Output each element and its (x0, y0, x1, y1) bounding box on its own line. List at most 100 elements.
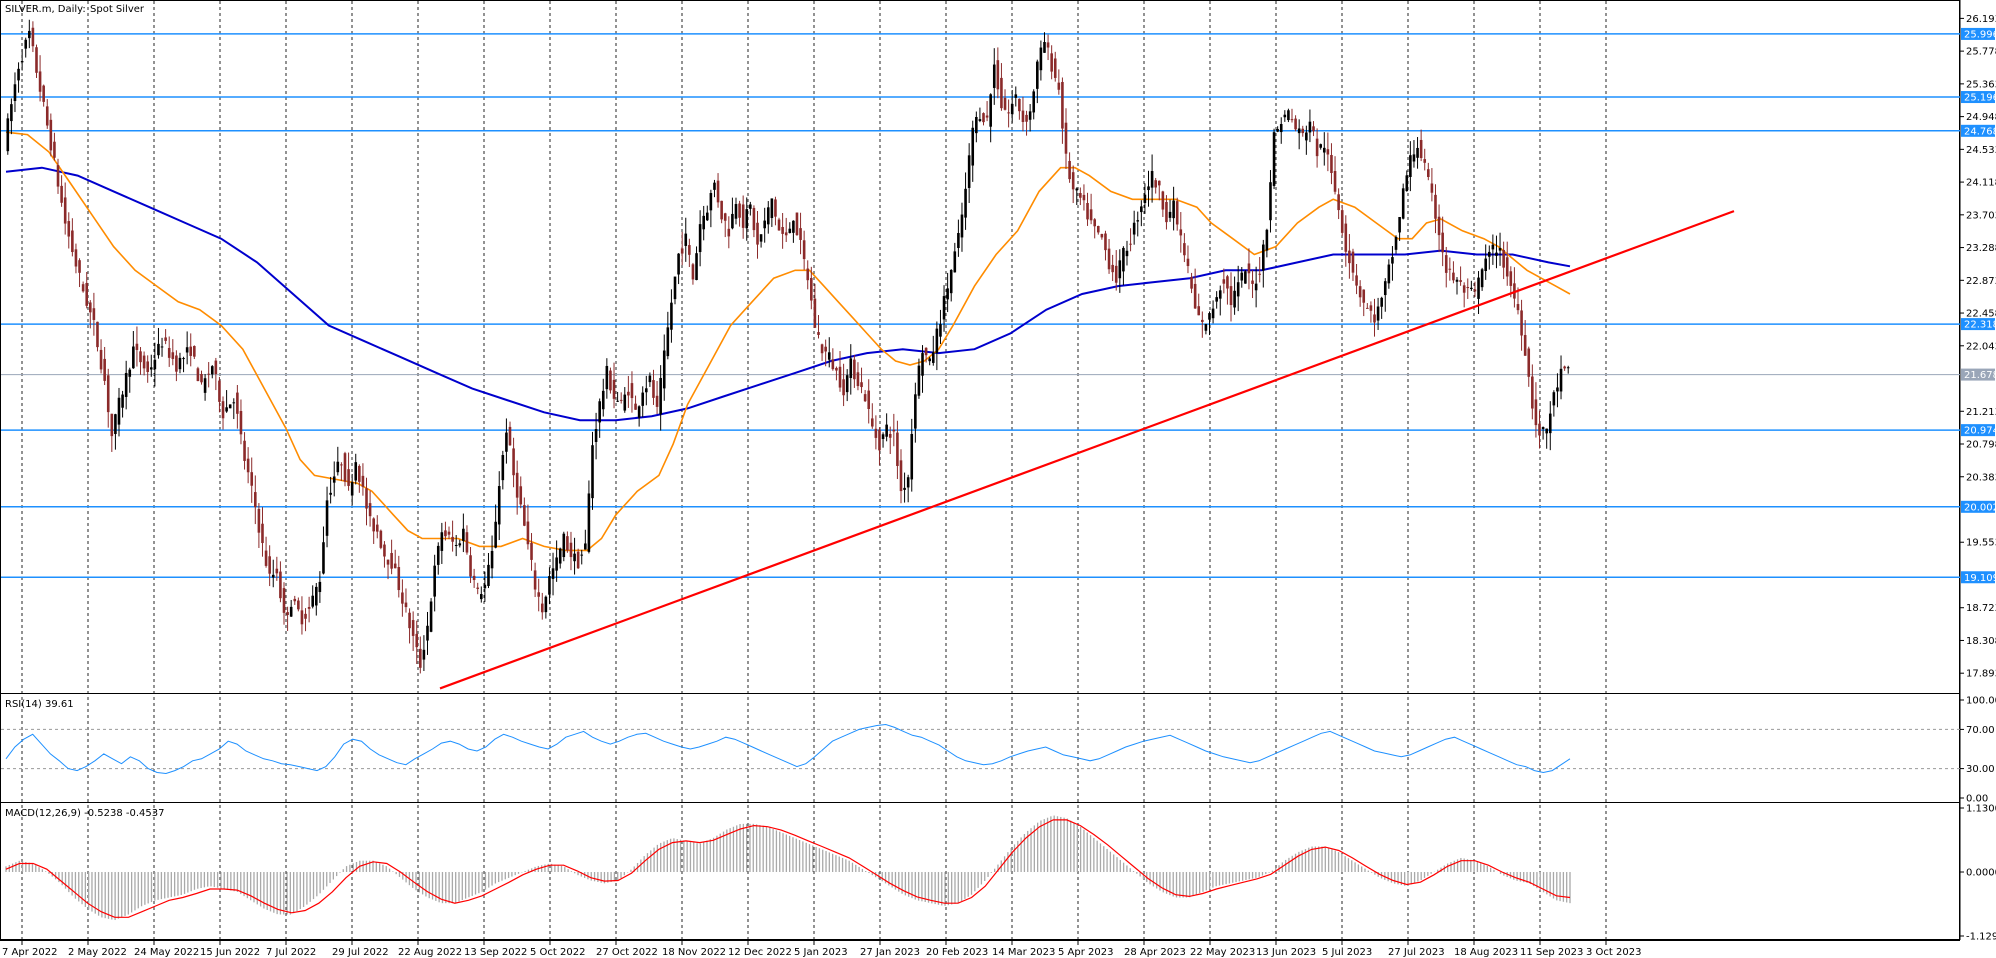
price-bar-body (777, 219, 781, 231)
price-bar-body (236, 392, 239, 414)
price-bar-body (365, 488, 368, 509)
price-bar-body (178, 357, 182, 370)
price-bar-body (257, 508, 261, 533)
price-bar-body (1218, 290, 1222, 299)
price-bar-body (1165, 201, 1168, 223)
price-bar-body (1419, 139, 1423, 158)
price-bar-body (1448, 268, 1452, 270)
price-bar-body (1244, 271, 1247, 284)
price-bar-body (1064, 122, 1068, 154)
price-bar-body (300, 610, 304, 625)
time-tick-label: 12 Dec 2022 (728, 947, 792, 958)
price-bar-body (1455, 279, 1459, 282)
price-bar-body (996, 60, 1000, 90)
price-tick-label: 25.363 (1966, 79, 1996, 90)
price-bar-body (207, 373, 210, 375)
price-bar-body (842, 379, 845, 396)
price-bar-body (1394, 236, 1398, 250)
price-bar-body (1297, 128, 1301, 134)
time-tick-label: 7 Apr 2022 (2, 947, 57, 958)
price-bar-body (275, 568, 279, 574)
price-bar-body (810, 277, 813, 301)
price-bar-body (1437, 216, 1441, 236)
price-bar-body (419, 648, 422, 668)
price-bar-body (42, 85, 45, 102)
price-bar-body (60, 185, 63, 203)
time-tick-label: 22 May 2023 (1190, 947, 1255, 958)
price-bar-body (551, 568, 555, 579)
price-bar-body (286, 612, 289, 615)
price-bar-body (702, 215, 706, 230)
price-bar-body (218, 380, 221, 402)
current-price-label: 21.678 (1964, 370, 1996, 381)
price-bar-body (1470, 287, 1473, 289)
price-bar-body (792, 220, 795, 233)
price-bar-body (1061, 81, 1064, 129)
macd-tick-label: 0.0000 (1966, 868, 1996, 879)
price-bar-body (121, 394, 124, 408)
price-bar-body (1505, 257, 1509, 277)
price-bar-body (132, 346, 135, 369)
price-bar-body (375, 524, 379, 532)
price-bar-body (874, 428, 878, 438)
level-price-label: 20.974 (1964, 426, 1996, 437)
price-bar-body (35, 47, 38, 73)
price-bar-body (24, 39, 28, 49)
level-price-box (1961, 424, 1995, 437)
price-bar-body (271, 574, 275, 578)
price-bar-body (824, 346, 827, 352)
price-bar-body (1412, 154, 1416, 162)
price-bar-body (806, 268, 810, 281)
time-tick-label: 20 Feb 2023 (926, 947, 988, 958)
price-bar-body (383, 544, 386, 557)
price-bar-body (612, 379, 616, 399)
price-bar-body (1387, 264, 1391, 284)
price-bar-body (713, 182, 716, 190)
price-bar-body (576, 551, 580, 569)
price-bar-body (752, 207, 756, 231)
price-bar-body (827, 352, 831, 360)
price-bar-body (1028, 111, 1032, 120)
price-bar-body (630, 383, 634, 399)
price-bar-body (594, 429, 598, 442)
price-bar-body (1520, 310, 1523, 336)
price-bar-body (652, 380, 655, 398)
time-tick-label: 13 Jun 2023 (1256, 947, 1316, 958)
price-bar-body (1337, 194, 1340, 211)
price-bar-body (1082, 194, 1086, 201)
price-bar-body (56, 165, 60, 187)
price-bar-body (523, 505, 526, 526)
price-tick-label: 17.893 (1966, 669, 1996, 680)
price-bar-body (404, 602, 408, 608)
price-bar-body (989, 94, 992, 127)
price-bar-body (1548, 413, 1552, 434)
price-bar-body (910, 433, 914, 480)
price-bar-body (1154, 180, 1157, 188)
price-bar-body (1114, 265, 1118, 283)
price-bar-body (720, 200, 723, 220)
price-bar-body (1240, 272, 1244, 281)
price-bar-body (802, 240, 806, 260)
price-bar-body (985, 115, 989, 118)
price-series (6, 19, 1570, 674)
price-bar-body (250, 472, 254, 486)
price-bar-body (1201, 319, 1204, 322)
time-tick-label: 5 Oct 2022 (530, 947, 585, 958)
price-bar-body (390, 553, 393, 569)
price-bar-body (856, 372, 860, 387)
price-bar-body (1025, 114, 1028, 122)
price-bar-body (508, 426, 512, 446)
price-bar-body (512, 448, 515, 476)
price-bar-body (203, 378, 207, 393)
time-tick-label: 18 Nov 2022 (662, 947, 726, 958)
price-bar-body (13, 84, 17, 101)
price-bar-body (1007, 112, 1010, 114)
price-bar-body (1487, 251, 1491, 257)
price-bar-body (401, 592, 404, 604)
price-bar-body (225, 407, 228, 412)
price-bar-body (476, 587, 480, 589)
price-bar-body (332, 476, 336, 483)
price-bar-body (680, 248, 684, 254)
